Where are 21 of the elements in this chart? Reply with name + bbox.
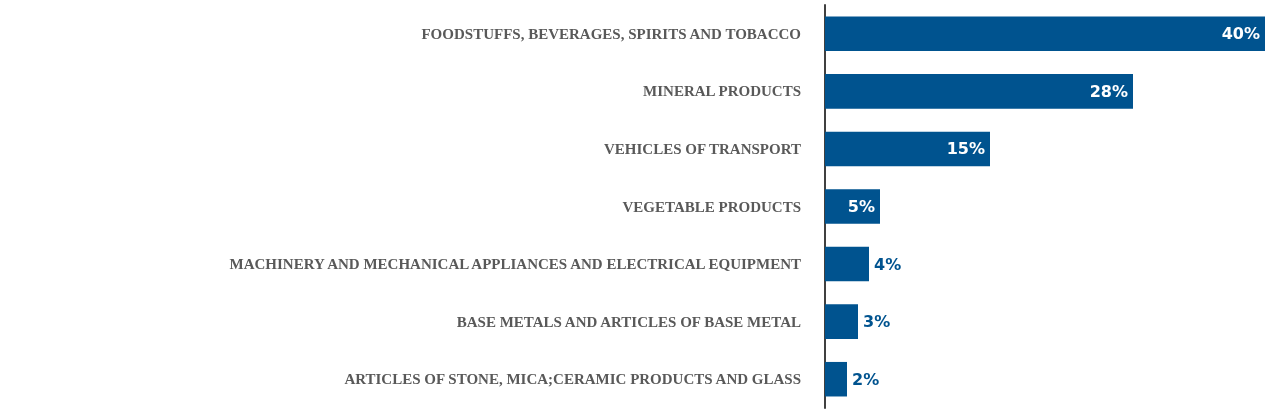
data-label: 28% <box>1089 81 1128 101</box>
data-label: 4% <box>874 254 902 274</box>
data-label: 15% <box>946 139 985 159</box>
bar <box>825 246 869 282</box>
data-label: 5% <box>847 197 875 216</box>
bar <box>825 131 990 167</box>
y-tick-label: MINERAL PRODUCTS <box>643 83 801 100</box>
data-label: 3% <box>863 312 891 332</box>
bar <box>825 16 1265 52</box>
bar <box>825 304 858 339</box>
data-label: 40% <box>1221 24 1260 44</box>
bar <box>825 361 847 397</box>
y-tick-label: VEHICLES OF TRANSPORT <box>603 140 801 157</box>
data-label: 2% <box>852 369 880 389</box>
y-tick-label: BASE METALS AND ARTICLES OF BASE METAL <box>456 313 801 330</box>
y-tick-label: VEGETABLE PRODUCTS <box>622 198 801 215</box>
bar <box>825 189 880 224</box>
y-tick-label: FOODSTUFFS, BEVERAGES, SPIRITS AND TOBACCO <box>421 25 801 42</box>
bar <box>825 74 1133 109</box>
y-tick-label: ARTICLES OF STONE, MICA;CERAMIC PRODUCTS AND GLASS <box>344 371 801 388</box>
y-tick-label: MACHINERY AND MECHANICAL APPLIANCES AND ELECTRICAL EQUIPMENT <box>229 256 801 273</box>
